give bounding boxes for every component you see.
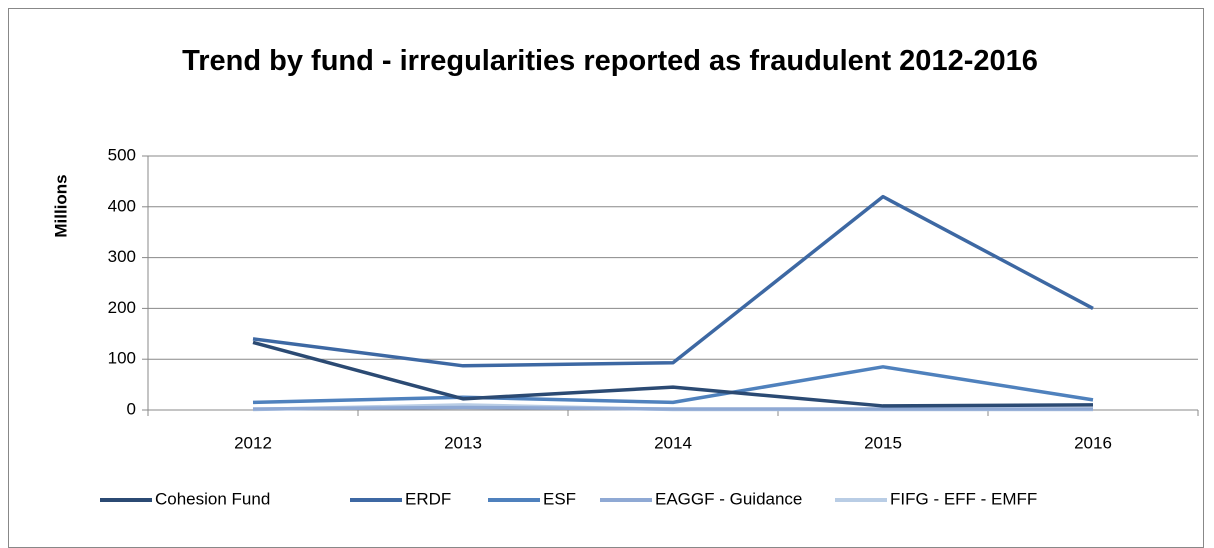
x-tick-label: 2014 xyxy=(654,433,692,452)
y-tick-label: 300 xyxy=(108,247,136,266)
x-tick-label: 2012 xyxy=(234,433,272,452)
legend-label: FIFG - EFF - EMFF xyxy=(890,489,1037,508)
series-line xyxy=(252,365,1094,405)
x-tick-label: 2015 xyxy=(864,433,902,452)
y-tick-label: 100 xyxy=(108,349,136,368)
series-line xyxy=(252,340,1094,408)
y-axis-label: Millions xyxy=(51,174,70,237)
series-line xyxy=(252,405,1093,411)
y-tick-label: 400 xyxy=(108,196,136,215)
legend-label: Cohesion Fund xyxy=(155,489,270,508)
chart-title: Trend by fund - irregularities reported … xyxy=(182,45,1038,77)
y-tick-label: 200 xyxy=(108,298,136,317)
x-tick-label: 2016 xyxy=(1074,433,1112,452)
chart: Millions 0 100 200 300 400 500 2012 2013 2014 201… xyxy=(51,145,1199,508)
legend-label: EAGGF - Guidance xyxy=(655,489,802,508)
y-tick-label: 0 xyxy=(127,399,136,418)
series-line xyxy=(252,194,1094,368)
y-tick-label: 500 xyxy=(108,145,136,164)
legend-label: ESF xyxy=(543,489,576,508)
legend-label: ERDF xyxy=(405,489,451,508)
x-tick-label: 2013 xyxy=(444,433,482,452)
